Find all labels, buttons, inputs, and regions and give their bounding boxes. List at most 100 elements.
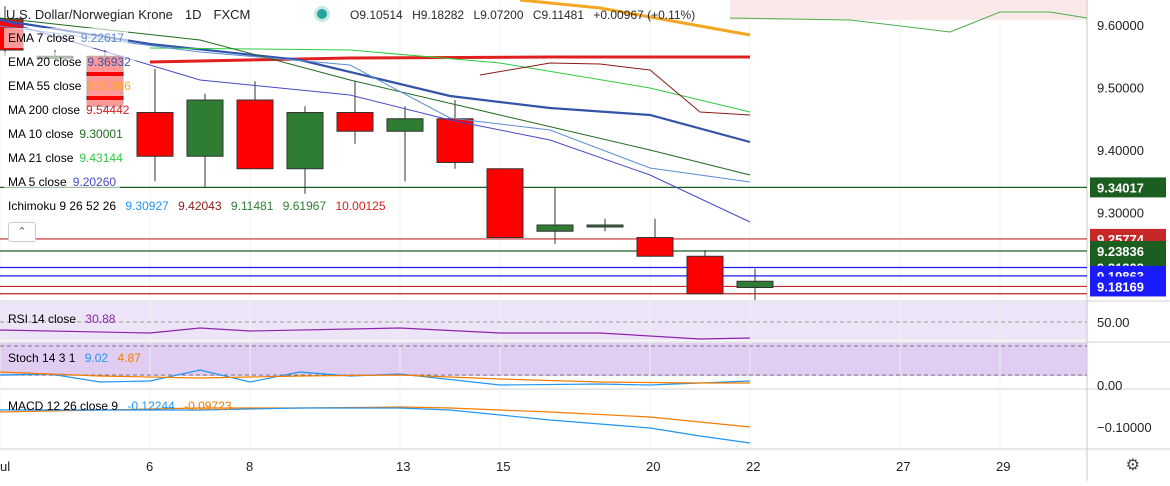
indicator-value: 9.43144 [79,151,123,165]
price-tick-label: 9.40000 [1097,143,1144,158]
rsi-legend[interactable]: RSI 14 close 30.88 [4,309,119,329]
rsi-pane-bg [0,302,1087,340]
price-tag-bg-2 [1090,241,1166,262]
indicator-label: MA 5 close [8,175,67,189]
macd-signal-line [0,406,751,428]
price-tag-label-2: 9.23836 [1097,244,1144,259]
cloud-area [730,0,1087,20]
candle-body-13 [636,237,674,257]
rsi-value: 30.88 [85,312,116,326]
ichimoku-value-4: 9.61967 [282,199,327,213]
low-value: L9.07200 [473,8,524,22]
macd-pane-bg [0,392,1087,448]
ichimoku-value-1: 9.30927 [125,199,169,213]
ema7-line [0,25,751,183]
time-tick-label: 15 [496,459,510,474]
market-status-icon [317,9,327,19]
candle-body-15 [736,280,774,288]
ema20-line [0,18,751,144]
candle-body-3 [136,112,174,157]
candle-body-8 [386,118,424,132]
indicator-label: MA 10 close [8,127,74,141]
indicator-value: 9.22617 [80,31,125,45]
candle-body-5 [236,99,274,170]
indicator-legend-3[interactable]: MA 200 close 9.54442 [4,100,134,120]
price-tick-label: 9.50000 [1097,81,1144,96]
time-tick-label: 13 [396,459,410,474]
time-tick-label: 6 [146,459,153,474]
price-tag-bg-5 [1090,276,1166,297]
indicator-legend-1[interactable]: EMA 20 close 9.36932 [4,52,135,72]
macd-line [0,407,751,444]
candle-body-14 [686,255,724,295]
indicator-legend-0[interactable]: EMA 7 close 9.22617 [4,28,129,48]
ichimoku-label: Ichimoku 9 26 52 26 [8,199,117,213]
high-value: H9.18282 [412,8,465,22]
chart-title: U.S. Dollar/Norwegian Krone 1D FXCM [6,5,250,25]
candle-body-7 [336,112,374,132]
indicator-label: EMA 20 close [8,55,82,69]
open-value: O9.10514 [350,8,403,22]
ichimoku-value-5: 10.00125 [335,199,386,213]
indicator-value: 9.36932 [87,55,131,69]
symbol-name: U.S. Dollar/Norwegian Krone [6,7,173,22]
ichimoku-lagging-line [479,62,751,116]
close-value: C9.11481 [532,8,585,22]
stoch-d-value: 4.87 [117,351,141,365]
indicator-value: 9.54442 [86,103,130,117]
rsi-label: RSI 14 close [8,312,77,326]
candle-body-12 [586,224,624,228]
ohlc-readout: O9.10514 H9.18282 L9.07200 C9.11481 +0.0… [350,5,701,25]
indicator-legend-2[interactable]: EMA 55 close 9.50086 [4,76,135,96]
stoch-legend[interactable]: Stoch 14 3 1 9.02 4.87 [4,348,145,368]
price-tick-label: 9.30000 [1097,206,1144,221]
collapse-legend-button[interactable]: ⌃ [8,222,36,242]
macd-axis-tick: −0.10000 [1097,420,1152,435]
indicator-value: 9.30001 [79,127,123,141]
price-tag-label-5: 9.18169 [1097,279,1144,294]
price-tick-label: 9.60000 [1097,18,1144,33]
ma200-line [149,55,750,64]
candle-body-9 [436,118,474,163]
stoch-pane-bg [0,343,1087,376]
time-tick-label: ul [0,459,10,474]
indicator-label: MA 200 close [8,103,81,117]
candle-body-11 [536,224,574,232]
macd-signal-value: -0.09723 [184,399,232,413]
source-label: FXCM [213,7,251,22]
stoch-k-line [0,369,751,386]
candle-body-6 [286,112,324,170]
ichimoku-legend[interactable]: Ichimoku 9 26 52 26 9.30927 9.42043 9.11… [4,196,390,216]
time-tick-label: 22 [746,459,760,474]
ema55-line [519,0,751,37]
time-tick-label: 29 [996,459,1010,474]
stoch-k-value: 9.02 [84,351,109,365]
macd-label: MACD 12 26 close 9 [8,399,119,413]
macd-value: -0.12244 [127,399,175,413]
indicator-legend-5[interactable]: MA 21 close 9.43144 [4,148,127,168]
indicator-legend-6[interactable]: MA 5 close 9.20260 [4,172,121,192]
indicator-value: 9.50086 [87,79,131,93]
settings-gear-icon[interactable]: ⚙ [1125,457,1140,474]
ichimoku-span-line [729,11,1088,33]
ma21-line [149,47,751,113]
change-value: +0.00967 (+0.11%) [593,8,696,22]
time-tick-label: 27 [896,459,910,474]
price-tag-bg-0 [1090,177,1166,198]
macd-legend[interactable]: MACD 12 26 close 9 -0.12244 -0.09723 [4,396,236,416]
stoch-label: Stoch 14 3 1 [8,351,76,365]
indicator-legend-4[interactable]: MA 10 close 9.30001 [4,124,127,144]
time-tick-label: 20 [646,459,660,474]
indicator-value: 9.20260 [72,175,117,189]
indicator-label: MA 21 close [8,151,74,165]
stoch-d-line [0,371,750,384]
time-tick-label: 8 [246,459,253,474]
ichimoku-value-2: 9.42043 [178,199,222,213]
candle-body-4 [186,99,224,157]
stoch-axis-tick: 0.00 [1097,378,1122,393]
rsi-line [0,327,751,340]
price-tag-label-0: 9.34017 [1097,180,1144,195]
interval-label[interactable]: 1D [184,7,202,22]
